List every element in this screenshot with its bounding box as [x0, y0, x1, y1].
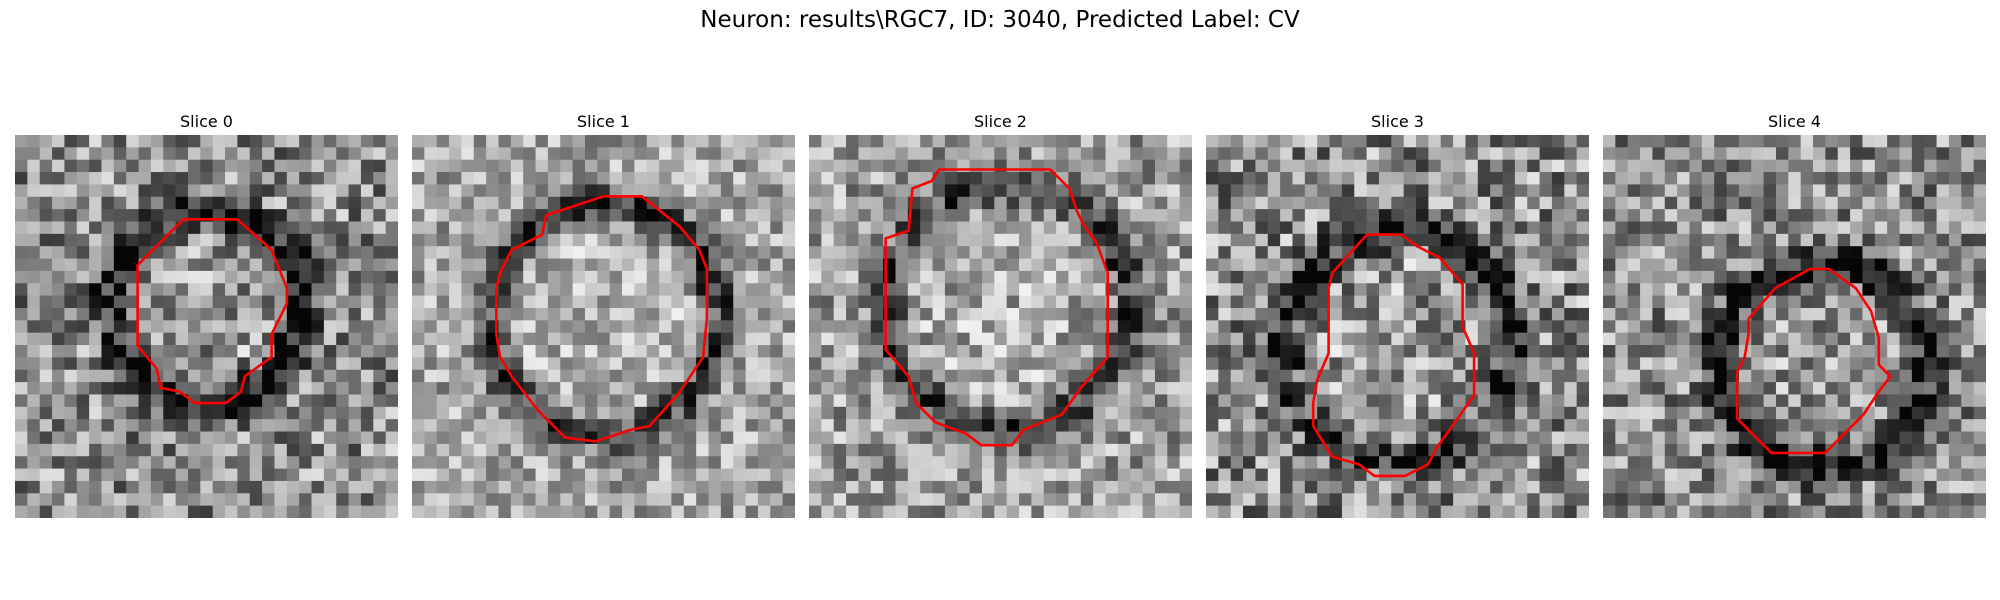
roi-contour [495, 194, 709, 443]
slice-title: Slice 0 [180, 112, 233, 131]
slice-panel-2: Slice 2 [809, 110, 1192, 518]
slice-title: Slice 1 [577, 112, 630, 131]
slice-panel-1: Slice 1 [412, 110, 795, 518]
slice-panel-3: Slice 3 [1206, 110, 1589, 518]
pixel-grid [809, 135, 1192, 518]
slice-panel-4: Slice 4 [1603, 110, 1986, 518]
slice-image-1 [412, 135, 795, 518]
roi-contour [884, 168, 1110, 447]
pixel-grid [15, 135, 398, 518]
slice-image-2 [809, 135, 1192, 518]
pixel-grid [1603, 135, 1986, 518]
roi-contour [136, 218, 289, 405]
slice-title: Slice 3 [1371, 112, 1424, 131]
roi-contour [1735, 267, 1892, 455]
slice-panel-0: Slice 0 [15, 110, 398, 518]
slice-image-3 [1206, 135, 1589, 518]
pixel-grid [1206, 135, 1589, 518]
slice-image-0 [15, 135, 398, 518]
pixel-grid [412, 135, 795, 518]
slice-title: Slice 4 [1768, 112, 1821, 131]
figure-title: Neuron: results\RGC7, ID: 3040, Predicte… [700, 7, 1300, 33]
slice-title: Slice 2 [974, 112, 1027, 131]
slice-image-4 [1603, 135, 1986, 518]
roi-contour [1311, 233, 1476, 478]
